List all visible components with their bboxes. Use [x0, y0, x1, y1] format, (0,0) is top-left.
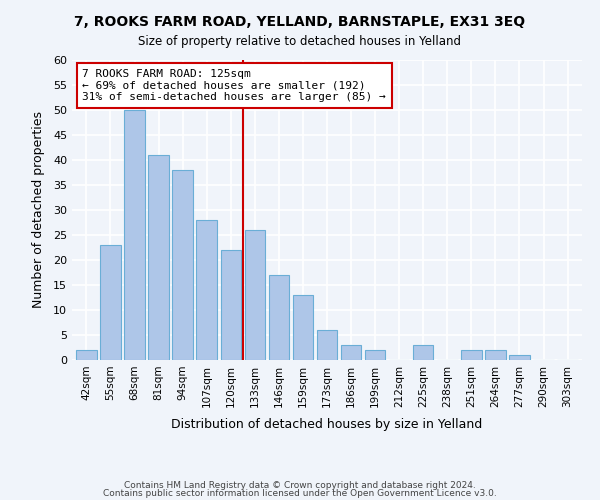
Bar — [196, 220, 217, 360]
Bar — [461, 350, 482, 360]
Bar — [365, 350, 385, 360]
Text: Contains public sector information licensed under the Open Government Licence v3: Contains public sector information licen… — [103, 488, 497, 498]
Bar — [269, 275, 289, 360]
X-axis label: Distribution of detached houses by size in Yelland: Distribution of detached houses by size … — [172, 418, 482, 431]
Bar — [148, 155, 169, 360]
Y-axis label: Number of detached properties: Number of detached properties — [32, 112, 44, 308]
Bar — [485, 350, 506, 360]
Text: Size of property relative to detached houses in Yelland: Size of property relative to detached ho… — [139, 35, 461, 48]
Bar — [413, 345, 433, 360]
Text: 7 ROOKS FARM ROAD: 125sqm
← 69% of detached houses are smaller (192)
31% of semi: 7 ROOKS FARM ROAD: 125sqm ← 69% of detac… — [82, 69, 386, 102]
Bar — [341, 345, 361, 360]
Bar — [221, 250, 241, 360]
Bar — [172, 170, 193, 360]
Bar — [100, 245, 121, 360]
Text: Contains HM Land Registry data © Crown copyright and database right 2024.: Contains HM Land Registry data © Crown c… — [124, 481, 476, 490]
Bar — [124, 110, 145, 360]
Bar — [76, 350, 97, 360]
Bar — [509, 355, 530, 360]
Text: 7, ROOKS FARM ROAD, YELLAND, BARNSTAPLE, EX31 3EQ: 7, ROOKS FARM ROAD, YELLAND, BARNSTAPLE,… — [74, 15, 526, 29]
Bar — [293, 295, 313, 360]
Bar — [245, 230, 265, 360]
Bar — [317, 330, 337, 360]
